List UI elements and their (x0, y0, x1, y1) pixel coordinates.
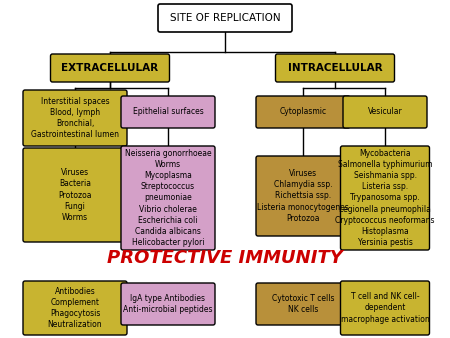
Text: T cell and NK cell-
dependent
macrophage activation: T cell and NK cell- dependent macrophage… (341, 292, 429, 323)
Text: Antibodies
Complement
Phagocytosis
Neutralization: Antibodies Complement Phagocytosis Neutr… (48, 287, 102, 329)
FancyBboxPatch shape (23, 148, 127, 242)
FancyBboxPatch shape (121, 146, 215, 250)
Text: Cytoplasmic: Cytoplasmic (279, 107, 327, 117)
Text: INTRACELLULAR: INTRACELLULAR (288, 63, 382, 73)
Text: IgA type Antibodies
Anti-microbial peptides: IgA type Antibodies Anti-microbial pepti… (123, 294, 213, 314)
FancyBboxPatch shape (121, 283, 215, 325)
FancyBboxPatch shape (341, 146, 429, 250)
FancyBboxPatch shape (341, 281, 429, 335)
Text: Vesicular: Vesicular (368, 107, 402, 117)
Text: Viruses
Chlamydia ssp.
Richettsia ssp.
Listeria monocytogenes
Protozoa: Viruses Chlamydia ssp. Richettsia ssp. L… (257, 169, 349, 223)
FancyBboxPatch shape (343, 96, 427, 128)
Text: EXTRACELLULAR: EXTRACELLULAR (62, 63, 158, 73)
FancyBboxPatch shape (50, 54, 170, 82)
FancyBboxPatch shape (256, 156, 350, 236)
Text: Epithelial surfaces: Epithelial surfaces (133, 107, 203, 117)
FancyBboxPatch shape (121, 96, 215, 128)
Text: Interstitial spaces
Blood, lymph
Bronchial,
Gastrointestinal lumen: Interstitial spaces Blood, lymph Bronchi… (31, 97, 119, 139)
FancyBboxPatch shape (256, 283, 350, 325)
FancyBboxPatch shape (23, 90, 127, 146)
Text: Viruses
Bacteria
Protozoa
Fungi
Worms: Viruses Bacteria Protozoa Fungi Worms (58, 168, 92, 222)
Text: Cytotoxic T cells
NK cells: Cytotoxic T cells NK cells (272, 294, 334, 314)
Text: SITE OF REPLICATION: SITE OF REPLICATION (170, 13, 280, 23)
FancyBboxPatch shape (23, 281, 127, 335)
FancyBboxPatch shape (158, 4, 292, 32)
FancyBboxPatch shape (256, 96, 350, 128)
Text: PROTECTIVE IMMUNITY: PROTECTIVE IMMUNITY (107, 249, 343, 267)
FancyBboxPatch shape (275, 54, 395, 82)
Text: Mycobacteria
Salmonella typhimurium
Seishmania spp.
Listeria ssp.
Trypanosoma sp: Mycobacteria Salmonella typhimurium Seis… (335, 149, 435, 247)
Text: Neisseria gonorrhoeae
Worms
Mycoplasma
Streptococcus
pneumoniae
Vibrio cholerae
: Neisseria gonorrhoeae Worms Mycoplasma S… (125, 149, 212, 247)
